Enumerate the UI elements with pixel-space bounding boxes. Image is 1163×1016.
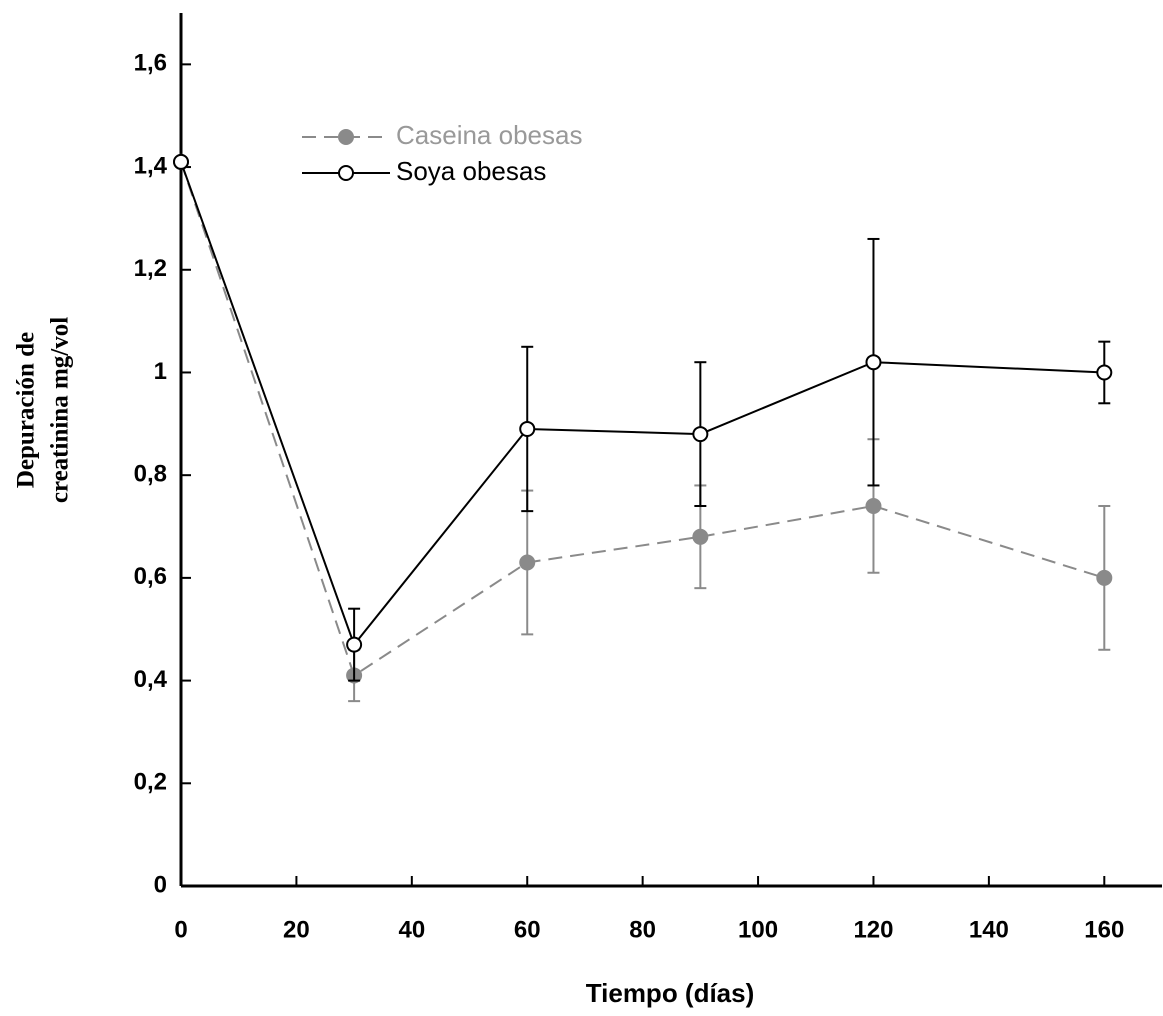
y-tick-label: 0: [154, 871, 167, 898]
point: [173, 153, 189, 170]
y-tick-label: 1,6: [134, 50, 167, 77]
x-tick-label: 100: [738, 916, 778, 943]
point: [692, 426, 709, 443]
x-tick-label: 0: [174, 916, 187, 943]
x-tick-label: 140: [969, 916, 1009, 943]
x-tick-label: 20: [283, 916, 310, 943]
point: [346, 636, 363, 653]
x-axis-title: Tiempo (días): [586, 978, 755, 1008]
y-tick-label: 0,6: [134, 563, 167, 590]
series-line: [180, 161, 1105, 647]
y-tick-label: 0,8: [134, 461, 167, 488]
point: [519, 420, 536, 437]
y-tick-label: 1,2: [134, 255, 167, 282]
point: [1096, 364, 1113, 381]
point: [865, 354, 882, 371]
x-tick-label: 80: [629, 916, 656, 943]
x-tick-label: 160: [1084, 916, 1124, 943]
y-tick-label: 0,2: [134, 769, 167, 796]
x-tick-label: 40: [398, 916, 425, 943]
y-axis-title: Depuración de: [13, 332, 40, 488]
legend-label: Soya obesas: [396, 156, 546, 186]
legend-marker: [338, 129, 354, 145]
point: [865, 497, 882, 514]
x-tick-label: 60: [514, 916, 541, 943]
point: [519, 554, 536, 571]
x-tick-label: 120: [853, 916, 893, 943]
y-tick-label: 1: [154, 358, 167, 385]
legend-label: Caseina obesas: [396, 120, 582, 150]
series-line: [180, 161, 1105, 677]
y-axis-title: creatinina mg/vol: [47, 317, 74, 503]
point: [1096, 569, 1113, 586]
point: [692, 528, 709, 545]
legend-marker: [338, 165, 354, 181]
y-tick-label: 1,4: [134, 152, 168, 179]
y-tick-label: 0,4: [134, 666, 168, 693]
